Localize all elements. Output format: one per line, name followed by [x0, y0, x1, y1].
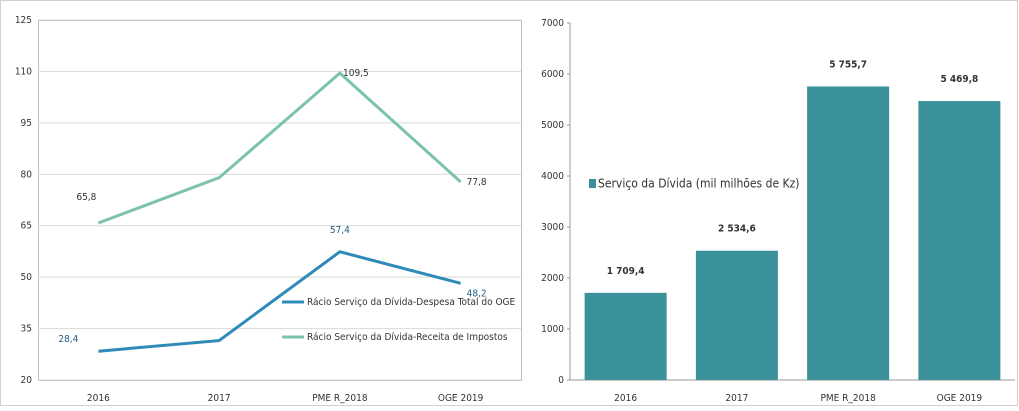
line-series — [98, 250, 462, 353]
y-tick-label: 35 — [21, 324, 32, 335]
y-tick-label: 50 — [21, 272, 33, 283]
data-label: 2 534,6 — [718, 224, 756, 235]
y-tick-label: 4000 — [541, 171, 564, 182]
legend-label: Rácio Serviço da Dívida-Receita de Impos… — [307, 331, 508, 343]
y-tick-label: 6000 — [541, 69, 564, 80]
y-tick-label: 0 — [558, 375, 564, 386]
y-tick-label: 80 — [21, 169, 33, 180]
y-tick-label: 110 — [15, 66, 32, 77]
data-label: 1 709,4 — [607, 266, 645, 277]
x-tick-label: PME R_2018 — [820, 393, 876, 404]
x-tick-label: 2016 — [614, 393, 637, 404]
line-series — [97, 71, 462, 225]
data-label: 48,2 — [467, 288, 487, 299]
data-label: 109,5 — [343, 68, 369, 79]
y-tick-label: 65 — [21, 221, 32, 232]
x-tick-label: 2017 — [725, 393, 748, 404]
data-label: 65,8 — [76, 192, 96, 203]
legend-swatch — [589, 179, 596, 188]
y-tick-label: 125 — [15, 15, 32, 26]
x-tick-label: OGE 2019 — [438, 393, 484, 404]
y-tick-label: 5000 — [541, 120, 564, 131]
bar — [584, 292, 667, 380]
bar — [918, 101, 1001, 381]
x-tick-label: 2017 — [208, 393, 231, 404]
y-tick-label: 20 — [21, 375, 33, 386]
x-tick-label: 2016 — [87, 393, 110, 404]
data-label: 5 469,8 — [940, 74, 978, 85]
data-label: 5 755,7 — [829, 59, 867, 70]
data-label: 57,4 — [330, 225, 350, 236]
data-label: 28,4 — [58, 334, 78, 345]
y-tick-label: 3000 — [541, 222, 564, 233]
bar — [695, 250, 778, 380]
bar — [807, 86, 890, 381]
x-tick-label: PME R_2018 — [312, 393, 368, 404]
legend-label: Rácio Serviço da Dívida-Despesa Total do… — [307, 296, 516, 308]
y-tick-label: 95 — [21, 118, 32, 129]
y-tick-label: 2000 — [541, 273, 564, 284]
legend-label: Serviço da Dívida (mil milhões de Kz) — [598, 177, 800, 191]
data-label: 77,8 — [467, 177, 487, 188]
y-tick-label: 1000 — [541, 324, 564, 335]
x-tick-label: OGE 2019 — [937, 393, 983, 404]
plot-frame — [38, 20, 522, 381]
y-tick-label: 7000 — [541, 18, 564, 29]
